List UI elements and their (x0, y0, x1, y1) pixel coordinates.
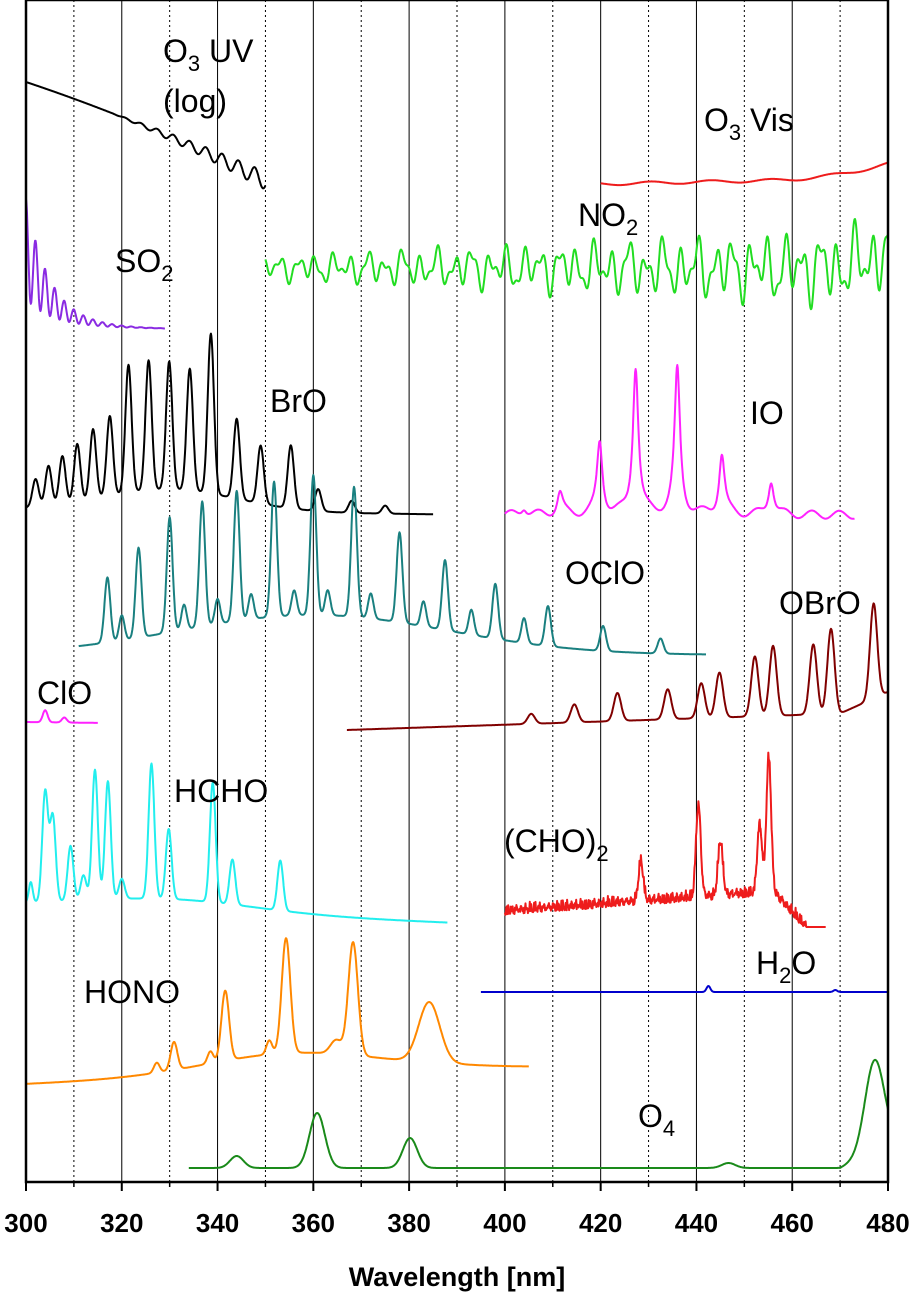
label-clo: ClO (37, 675, 92, 711)
spectrum-clo (25, 709, 99, 724)
label-no2: NO2 (578, 197, 638, 240)
label-o3-uv: O3 UV (163, 33, 254, 76)
spectrum-oclo (78, 474, 707, 656)
label-o3-uv-log: (log) (163, 83, 227, 119)
spectrum-o4 (188, 1058, 889, 1169)
label-h2o: H2O (756, 945, 816, 988)
spectrum-no2 (264, 218, 889, 311)
spectrum-h2o (480, 985, 889, 993)
x-tick-label-360: 360 (292, 1208, 335, 1238)
spectrum-hono (25, 937, 530, 1085)
label-hcho: HCHO (174, 773, 268, 809)
spectrum-bro (25, 332, 434, 516)
x-tick-label-400: 400 (483, 1208, 526, 1238)
label-io: IO (750, 395, 784, 431)
x-tick-label-420: 420 (579, 1208, 622, 1238)
x-tick-label-380: 380 (387, 1208, 430, 1238)
label-so2: SO2 (115, 243, 173, 286)
spectrum-o3uv (25, 81, 267, 190)
label-hono: HONO (84, 974, 180, 1010)
x-axis-ticks (25, 1182, 889, 1191)
label-bro: BrO (270, 383, 327, 419)
spectrum-obro (346, 602, 889, 731)
grid-lines (73, 0, 841, 1182)
spectrum-io (504, 364, 855, 520)
x-tick-label-480: 480 (866, 1208, 909, 1238)
x-tick-label-440: 440 (675, 1208, 718, 1238)
spectra-curves (25, 81, 889, 1169)
label-oclo: OClO (565, 555, 645, 591)
x-tick-label-460: 460 (771, 1208, 814, 1238)
spectrum-o3vis (600, 161, 889, 187)
x-tick-label-340: 340 (196, 1208, 239, 1238)
x-tick-label-320: 320 (100, 1208, 143, 1238)
label-obro: OBrO (779, 585, 861, 621)
x-axis-tick-labels: 300 320 340 360 380 400 420 440 460 480 (4, 1208, 909, 1238)
label-o4: O4 (638, 1098, 675, 1141)
label-cho2: (CHO)2 (504, 823, 609, 866)
spectrum-hcho (25, 762, 448, 924)
x-tick-label-300: 300 (4, 1208, 47, 1238)
spectrum-so2 (25, 198, 166, 330)
spectrum-cho2 (503, 751, 827, 928)
label-o3-vis: O3 Vis (704, 102, 794, 145)
x-axis-label: Wavelength [nm] (349, 1262, 566, 1292)
